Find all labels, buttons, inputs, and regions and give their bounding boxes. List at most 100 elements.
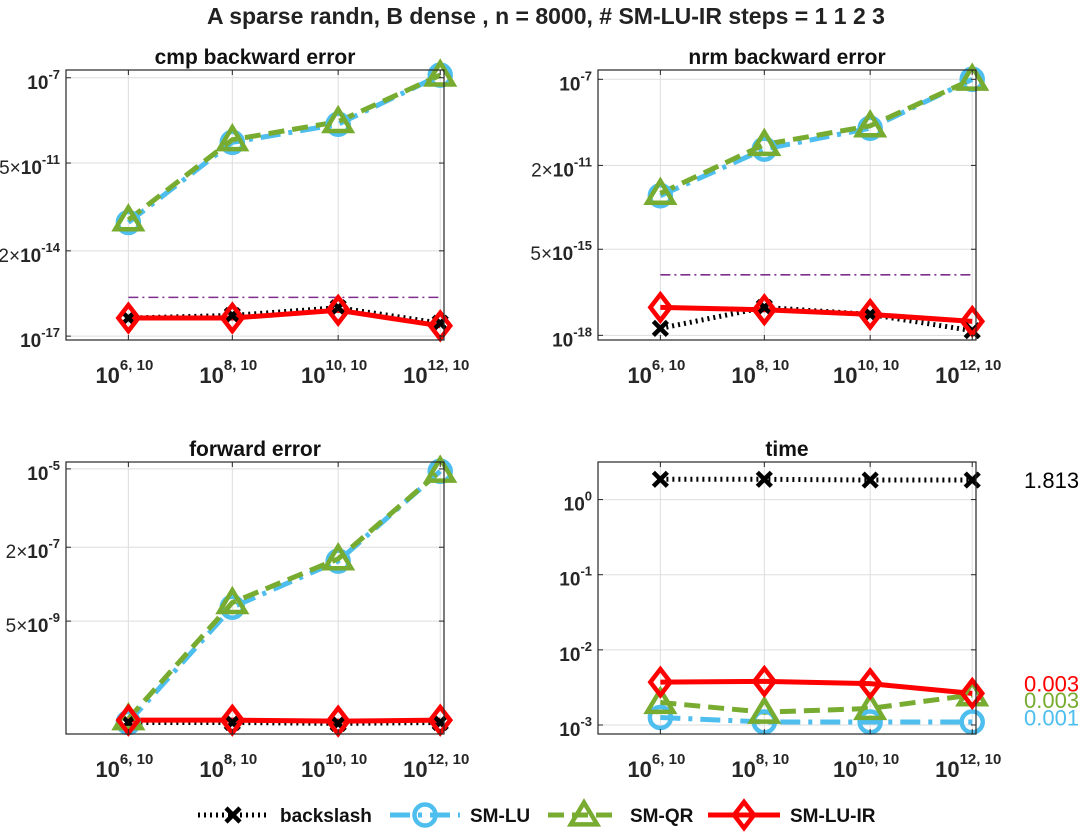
x-tick-label: 108, 10 (731, 751, 789, 782)
marker-smluir (647, 290, 674, 325)
marker-smluir (959, 676, 986, 711)
legend-label: backslash (280, 806, 372, 827)
y-tick-label: 10-7 (559, 68, 592, 95)
x-tick-label: 1012, 10 (403, 751, 469, 782)
marker-backslash (755, 470, 773, 488)
end-label-backslash: 1.813 (1024, 468, 1079, 493)
subplot-cmp: 106, 10 108, 10 1010, 10 1012, 10 10-7 5×10-1… (0, 46, 469, 388)
series-line-smluir (660, 304, 973, 324)
marker-smqr (215, 585, 250, 615)
x-tick-label: 106, 10 (627, 751, 685, 782)
y-tick-label: 10-2 (559, 639, 592, 666)
x-tick-label: 108, 10 (731, 357, 789, 388)
marker-smluir (959, 304, 986, 339)
y-tick-label: 100 (564, 489, 592, 516)
marker-smluir (325, 293, 351, 327)
axes-frame (597, 69, 977, 341)
series-line-smluir (660, 678, 973, 696)
series-line-smluir (128, 717, 441, 724)
series-line-smqr (126, 72, 442, 222)
legend-marker-smqr (566, 798, 602, 827)
legend-label: SM-QR (630, 806, 694, 827)
y-tick-label: 10-3 (559, 714, 592, 741)
series-line-smluir (128, 307, 441, 329)
x-tick-label: 1010, 10 (301, 357, 367, 388)
x-tick-label: 1012, 10 (935, 751, 1001, 782)
marker-smqr (643, 685, 678, 715)
end-label-smlu: 0.001 (1024, 705, 1079, 730)
y-tick-label: 2×10-14 (0, 240, 61, 267)
figure-title: A sparse randn, B dense , n = 8000, # SM… (207, 3, 885, 29)
y-tick-label: 5×10-9 (6, 610, 60, 637)
legend-entry-smluir: SM-LU-IR (708, 798, 876, 832)
x-tick-label: 1010, 10 (833, 357, 899, 388)
marker-smqr (423, 454, 458, 483)
y-tick-label: 2×10-11 (531, 154, 592, 181)
legend-marker-backslash (224, 806, 242, 824)
subplot-title: forward error (189, 438, 321, 461)
axes-frame (65, 69, 445, 341)
y-tick-label: 5×10-11 (0, 152, 60, 179)
series-line-smlu (659, 77, 974, 198)
x-tick-label: 108, 10 (199, 751, 257, 782)
series-line-smlu (660, 714, 973, 725)
series-line-backslash (660, 476, 973, 483)
subplot-time: 106, 10 108, 10 1010, 10 1012, 10 100 10-1 10-… (559, 438, 1079, 782)
marker-smluir (857, 666, 883, 701)
marker-smqr (321, 104, 356, 134)
marker-smlu (647, 704, 674, 731)
marker-backslash (651, 470, 669, 488)
marker-smluir (219, 301, 246, 335)
marker-smqr (853, 108, 888, 138)
marker-smluir (647, 665, 674, 699)
legend: backslash SM-LU SM-QR SM-LU-IR (198, 798, 876, 832)
subplots: 106, 10 108, 10 1010, 10 1012, 10 10-7 5×10-1… (0, 46, 1079, 782)
y-tick-label: 10-17 (20, 325, 60, 352)
end-label-smqr: 0.003 (1024, 688, 1079, 713)
legend-entry-smqr: SM-QR (548, 798, 694, 827)
x-tick-label: 1010, 10 (301, 751, 367, 782)
y-tick-label: 10-7 (27, 67, 60, 94)
legend-entry-backslash: backslash (198, 806, 372, 827)
x-tick-label: 106, 10 (627, 357, 685, 388)
legend-label: SM-LU-IR (790, 806, 876, 827)
subplot-title: cmp backward error (155, 46, 356, 69)
subplot-nrm: 106, 10 108, 10 1010, 10 1012, 10 10-7 2×10-1… (530, 46, 1001, 388)
marker-smqr (853, 691, 888, 721)
marker-backslash (651, 319, 669, 337)
marker-smluir (751, 293, 778, 327)
series-line-smqr (660, 692, 973, 715)
series-line-smqr (126, 469, 442, 721)
marker-smqr (321, 541, 356, 571)
y-tick-label: 5×10-15 (530, 238, 592, 265)
legend-entry-smlu: SM-LU (390, 802, 530, 828)
y-tick-label: 10-1 (559, 564, 592, 591)
subplot-fwd: 106, 10 108, 10 1010, 10 1012, 10 10-5 2×10-7… (6, 438, 470, 782)
x-tick-label: 108, 10 (199, 357, 257, 388)
legend-label: SM-LU (470, 806, 530, 827)
marker-backslash (861, 471, 879, 489)
marker-smluir (857, 297, 883, 332)
x-tick-label: 1012, 10 (935, 357, 1001, 388)
marker-smqr (747, 695, 782, 724)
x-tick-label: 106, 10 (95, 357, 153, 388)
x-tick-label: 1010, 10 (833, 751, 899, 782)
y-tick-label: 10-5 (27, 458, 60, 485)
marker-smluir (115, 301, 142, 335)
subplot-title: nrm backward error (688, 46, 885, 69)
y-tick-label: 2×10-7 (6, 536, 60, 563)
subplot-title: time (765, 438, 808, 461)
series-line-backslash (128, 305, 441, 326)
marker-smqr (955, 62, 990, 91)
end-label-smluir: 0.003 (1024, 672, 1079, 697)
x-tick-label: 106, 10 (95, 751, 153, 782)
axes-frame (65, 461, 445, 735)
marker-backslash (963, 471, 981, 489)
marker-smqr (215, 122, 250, 152)
marker-smqr (643, 176, 678, 205)
series-line-smqr (659, 77, 974, 196)
y-tick-label: 10-18 (552, 324, 592, 351)
marker-smqr (111, 202, 146, 232)
marker-smqr (423, 58, 458, 87)
